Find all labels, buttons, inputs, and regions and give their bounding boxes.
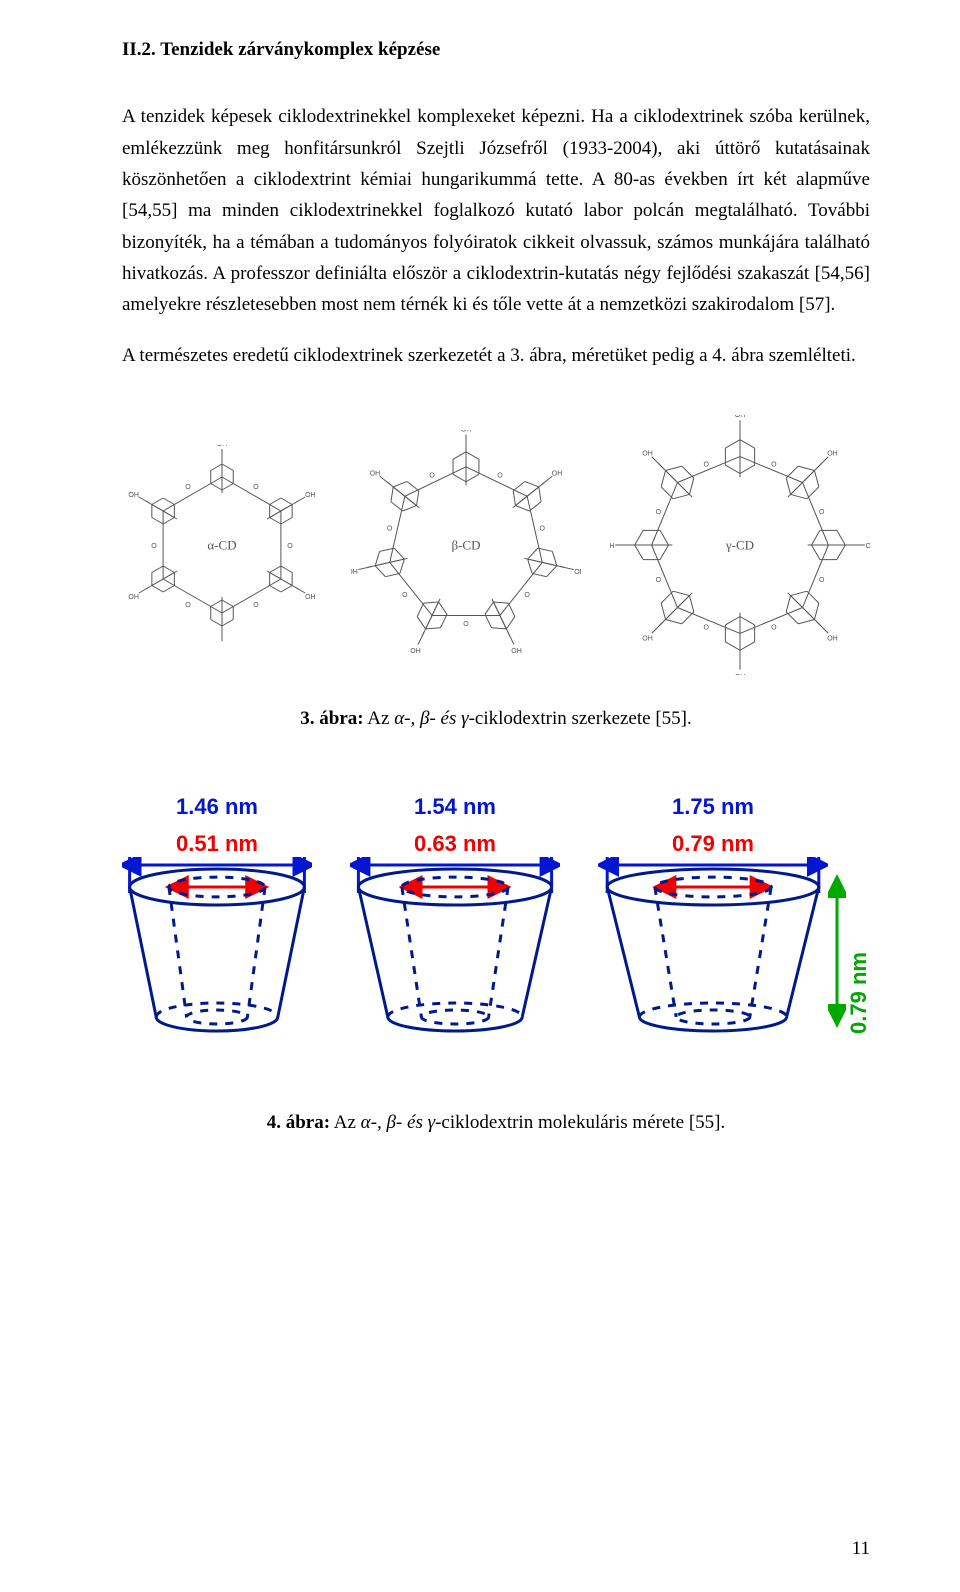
svg-text:OH: OH — [410, 648, 421, 655]
figure-4-text-b: ciklodextrin molekuláris mérete [55]. — [441, 1112, 725, 1133]
svg-text:O: O — [524, 592, 530, 599]
svg-text:OH: OH — [461, 430, 472, 434]
figure-4-caption: 4. ábra: Az α-, β- és γ-ciklodextrin mol… — [122, 1107, 870, 1138]
svg-text:OH: OH — [610, 543, 614, 550]
cup-alpha: 1.46 nm 0.51 nm — [122, 794, 312, 1047]
page-number: 11 — [852, 1533, 870, 1564]
svg-text:OH: OH — [351, 569, 358, 576]
cup-icon — [122, 857, 312, 1047]
figure-4-text-a: Az — [330, 1112, 361, 1133]
svg-text:OH: OH — [735, 674, 746, 675]
svg-text:O: O — [703, 461, 709, 468]
cup-inner-dimension: 0.79 nm — [672, 831, 754, 857]
cup-beta: 1.54 nm 0.63 nm — [350, 794, 560, 1047]
cd-gamma-structure: OH O OH O OH O OH O OH O OH O OH O OH Oγ-CD — [610, 415, 870, 675]
figure-3-italic: α-, β- és γ- — [394, 708, 475, 729]
figure-4-italic: α-, β- és γ- — [361, 1112, 442, 1133]
cd-structure-row: OHOOHOOHOOHOOHOOHOα-CD OHOOHOOHOOHOOHOOH… — [122, 415, 870, 675]
svg-text:OH: OH — [827, 451, 838, 458]
figure-3: OHOOHOOHOOHOOHOOHOα-CD OHOOHOOHOOHOOHOOH… — [122, 415, 870, 734]
figure-3-caption: 3. ábra: Az α-, β- és γ-ciklodextrin sze… — [122, 703, 870, 734]
svg-text:O: O — [253, 602, 259, 609]
svg-text:OH: OH — [735, 415, 746, 419]
svg-text:O: O — [287, 543, 293, 550]
section-heading: II.2. Tenzidek zárványkomplex képzése — [122, 34, 870, 65]
figure-3-label: 3. ábra: — [300, 708, 363, 729]
svg-text:OH: OH — [511, 648, 522, 655]
svg-text:OH: OH — [217, 445, 228, 448]
svg-text:OH: OH — [552, 471, 563, 478]
svg-text:OH: OH — [305, 594, 316, 601]
svg-text:OH: OH — [827, 636, 838, 643]
cup-depth-dimension: 0.79 nm — [848, 952, 870, 1034]
svg-text:O: O — [429, 473, 435, 480]
cup-row: 1.46 nm 0.51 nm 1.54 nm 0.63 nm 1.75 nm 0.7… — [122, 794, 870, 1047]
figure-4-label: 4. ábra: — [267, 1112, 330, 1133]
cup-top-dimension: 1.46 nm — [176, 794, 258, 820]
svg-text:OH: OH — [866, 543, 870, 550]
svg-text:O: O — [540, 526, 546, 533]
cup-top-dimension: 1.54 nm — [414, 794, 496, 820]
cup-icon — [350, 857, 560, 1047]
svg-text:OH: OH — [370, 471, 381, 478]
svg-text:O: O — [819, 509, 825, 516]
cd-center-label: α-CD — [207, 534, 236, 555]
svg-text:OH: OH — [642, 636, 653, 643]
svg-text:O: O — [819, 577, 825, 584]
cup-top-dimension: 1.75 nm — [672, 794, 754, 820]
svg-text:O: O — [402, 592, 408, 599]
svg-text:O: O — [151, 543, 157, 550]
svg-text:O: O — [463, 621, 469, 628]
cup-gamma: 1.75 nm 0.79 nm 0.79 nm — [598, 794, 870, 1047]
svg-text:O: O — [185, 484, 191, 491]
figure-3-text-b: ciklodextrin szerkezete [55]. — [475, 708, 692, 729]
svg-text:O: O — [656, 509, 662, 516]
paragraph-1: A tenzidek képesek ciklodextrinekkel kom… — [122, 101, 870, 320]
svg-text:O: O — [656, 577, 662, 584]
cd-center-label: γ-CD — [726, 534, 754, 555]
figure-3-text-a: Az — [364, 708, 395, 729]
svg-text:O: O — [771, 461, 777, 468]
svg-text:OH: OH — [305, 492, 316, 499]
paragraph-2: A természetes eredetű ciklodextrinek sze… — [122, 340, 870, 371]
cd-center-label: β-CD — [451, 534, 480, 555]
svg-text:OH: OH — [642, 451, 653, 458]
svg-text:O: O — [703, 625, 709, 632]
svg-text:O: O — [497, 473, 503, 480]
cup-icon — [598, 857, 828, 1047]
svg-text:O: O — [253, 484, 259, 491]
svg-text:O: O — [185, 602, 191, 609]
svg-text:OH: OH — [128, 492, 139, 499]
svg-text:OH: OH — [128, 594, 139, 601]
cup-inner-dimension: 0.63 nm — [414, 831, 496, 857]
cd-alpha-structure: OHOOHOOHOOHOOHOOHOα-CD — [122, 445, 322, 645]
cup-inner-dimension: 0.51 nm — [176, 831, 258, 857]
svg-text:O: O — [771, 625, 777, 632]
cd-beta-structure: OH O OH O OH O OH O OH O OH O OH Oβ-CD — [351, 430, 581, 660]
svg-text:OH: OH — [574, 569, 581, 576]
svg-text:O: O — [387, 526, 393, 533]
figure-4: 1.46 nm 0.51 nm 1.54 nm 0.63 nm 1.75 nm 0.7… — [122, 794, 870, 1138]
